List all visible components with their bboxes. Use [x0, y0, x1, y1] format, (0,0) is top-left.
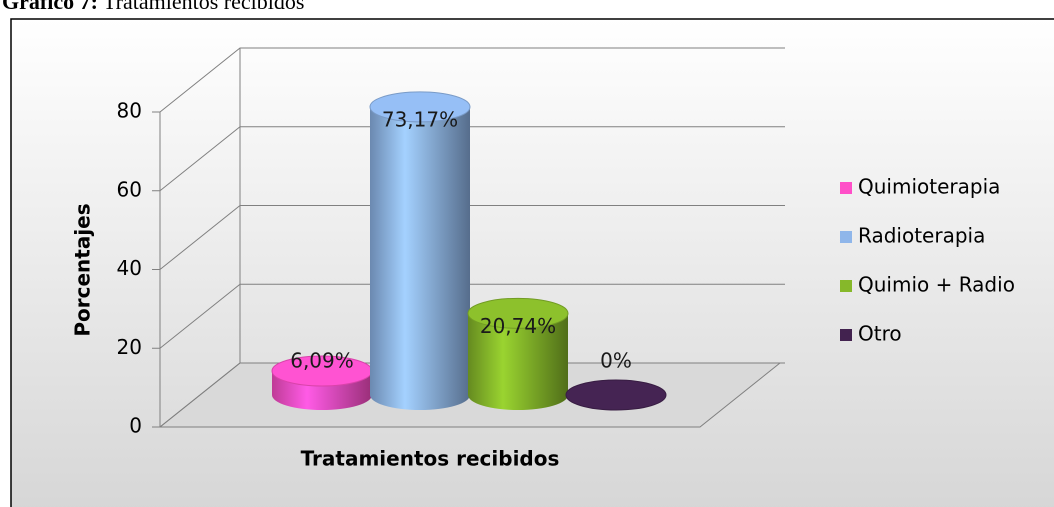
data-label: 0%: [600, 349, 632, 373]
bar-top: [467, 297, 569, 329]
x-axis-label: Tratamientos recibidos: [301, 447, 560, 471]
data-label: 6,09%: [290, 349, 354, 373]
y-tick-label: 80: [117, 99, 142, 123]
bar: [370, 106, 470, 410]
y-tick-label: 0: [129, 414, 142, 438]
legend-label: Radioterapia: [858, 224, 985, 248]
data-label: 73,17%: [382, 107, 458, 131]
legend-swatch: [840, 280, 852, 292]
y-tick-label: 40: [117, 256, 142, 280]
figure-label: Gráfico 7:: [2, 0, 98, 14]
legend-swatch: [840, 182, 852, 194]
chart-title: Tratamientos recibidos: [103, 0, 304, 14]
y-tick-label: 60: [117, 177, 142, 201]
bar: [468, 313, 568, 410]
bar-top: [565, 379, 667, 411]
legend-swatch: [840, 231, 852, 243]
bar: [272, 371, 372, 410]
data-label: 20,74%: [480, 314, 556, 338]
legend-swatch: [840, 329, 852, 341]
legend-label: Otro: [858, 322, 902, 346]
legend-label: Quimioterapia: [858, 175, 1000, 199]
legend-label: Quimio + Radio: [858, 273, 1015, 297]
y-axis-label: Porcentajes: [71, 203, 95, 336]
bar-top: [369, 91, 471, 123]
figure-title: Gráfico 7: Tratamientos recibidos: [2, 0, 304, 14]
y-tick-label: 20: [117, 335, 142, 359]
